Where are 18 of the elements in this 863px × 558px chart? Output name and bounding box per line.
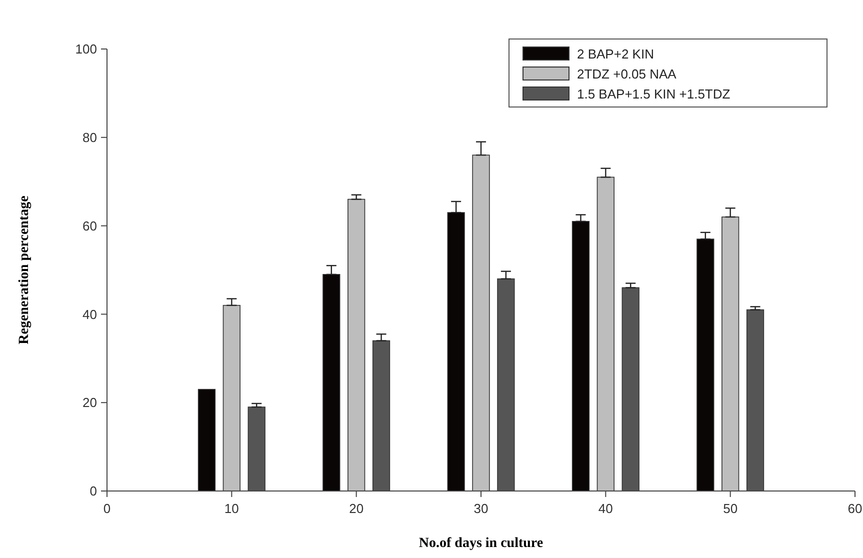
y-tick-label: 40 [82, 306, 97, 322]
y-axis-title: Regeneration percentage [17, 196, 32, 344]
x-tick-label: 30 [474, 501, 488, 516]
y-tick-label: 100 [75, 42, 97, 57]
x-tick-label: 60 [848, 501, 862, 516]
y-tick-label: 60 [82, 218, 97, 234]
legend-label: 1.5 BAP+1.5 KIN +1.5TDZ [577, 86, 730, 102]
y-tick-label: 20 [82, 395, 97, 410]
legend-label: 2TDZ +0.05 NAA [577, 66, 677, 82]
x-tick-label: 0 [103, 501, 111, 516]
x-tick-label: 20 [349, 501, 364, 516]
x-axis-title: No.of days in culture [418, 536, 544, 551]
y-tick-label: 0 [90, 484, 97, 499]
legend-label: 2 BAP+2 KIN [577, 46, 654, 62]
x-tick-label: 10 [224, 501, 239, 516]
x-tick-label: 40 [598, 501, 613, 516]
y-tick-label: 80 [82, 130, 97, 145]
x-tick-label: 50 [723, 501, 738, 516]
